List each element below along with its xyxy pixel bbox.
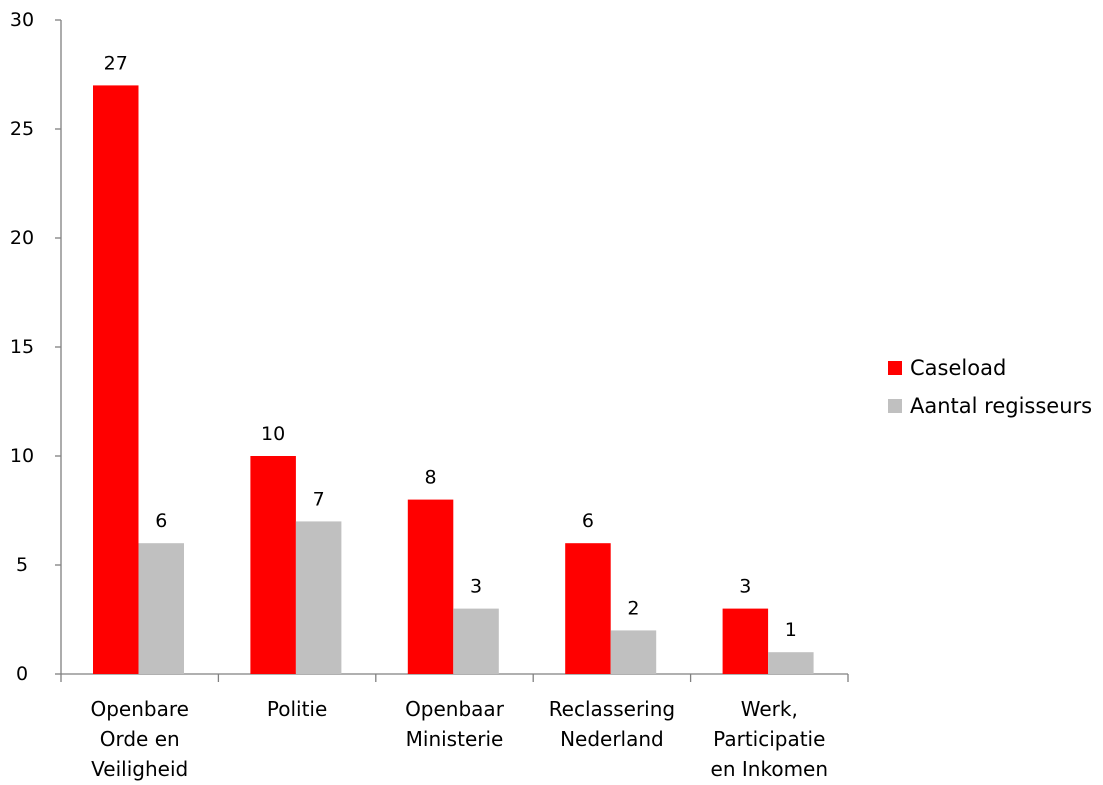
data-label: 10 (261, 423, 285, 445)
y-tick-label: 5 (16, 554, 28, 576)
legend-item-aantal-regisseurs: Aantal regisseurs (888, 394, 1092, 418)
legend-label-caseload: Caseload (910, 356, 1007, 380)
x-category-label: Openbare Orde en Veiligheid (90, 697, 188, 781)
x-category-label: Politie (267, 697, 327, 721)
data-label: 6 (155, 510, 167, 532)
data-label: 1 (785, 619, 797, 641)
data-labels: 27 10 8 6 3 6 7 3 2 1 (104, 52, 797, 641)
bar-caseload (407, 499, 454, 674)
bar-aantal-regisseurs (453, 608, 499, 674)
data-label: 3 (739, 576, 751, 598)
data-label: 7 (313, 488, 325, 510)
x-category-label: Openbaar Ministerie (405, 697, 505, 751)
bars (93, 85, 814, 674)
bar-aantal-regisseurs (295, 521, 342, 674)
y-tick-label: 30 (10, 9, 34, 31)
legend-label-aantal-regisseurs: Aantal regisseurs (910, 394, 1093, 418)
y-axis: 0 5 10 15 20 25 30 (10, 9, 62, 685)
data-label: 6 (582, 510, 594, 532)
data-label: 27 (104, 52, 128, 74)
x-axis: Openbare Orde en Veiligheid Politie Openbaar… (60, 673, 849, 781)
data-label: 2 (627, 597, 639, 619)
y-tick-label: 20 (10, 227, 34, 249)
legend-swatch-caseload (888, 361, 902, 375)
bar-caseload (93, 85, 139, 674)
y-tick-label: 15 (10, 336, 34, 358)
y-tick-label: 0 (16, 663, 28, 685)
bar-aantal-regisseurs (138, 543, 184, 674)
y-tick-label: 10 (10, 445, 34, 467)
data-label: 8 (425, 467, 437, 489)
data-label: 3 (470, 576, 482, 598)
bar-caseload (565, 543, 611, 674)
bar-aantal-regisseurs (768, 652, 814, 674)
legend-swatch-aantal-regisseurs (888, 399, 902, 413)
y-tick-label: 25 (10, 118, 34, 140)
x-category-label: Werk, Participatie en Inkomen (711, 697, 828, 781)
bar-caseload (250, 456, 296, 674)
legend-item-caseload: Caseload (888, 356, 1092, 380)
bar-aantal-regisseurs (610, 630, 657, 674)
legend: Caseload Aantal regisseurs (888, 356, 1092, 432)
bar-caseload (722, 608, 769, 674)
x-category-label: Reclassering Nederland (549, 697, 675, 751)
